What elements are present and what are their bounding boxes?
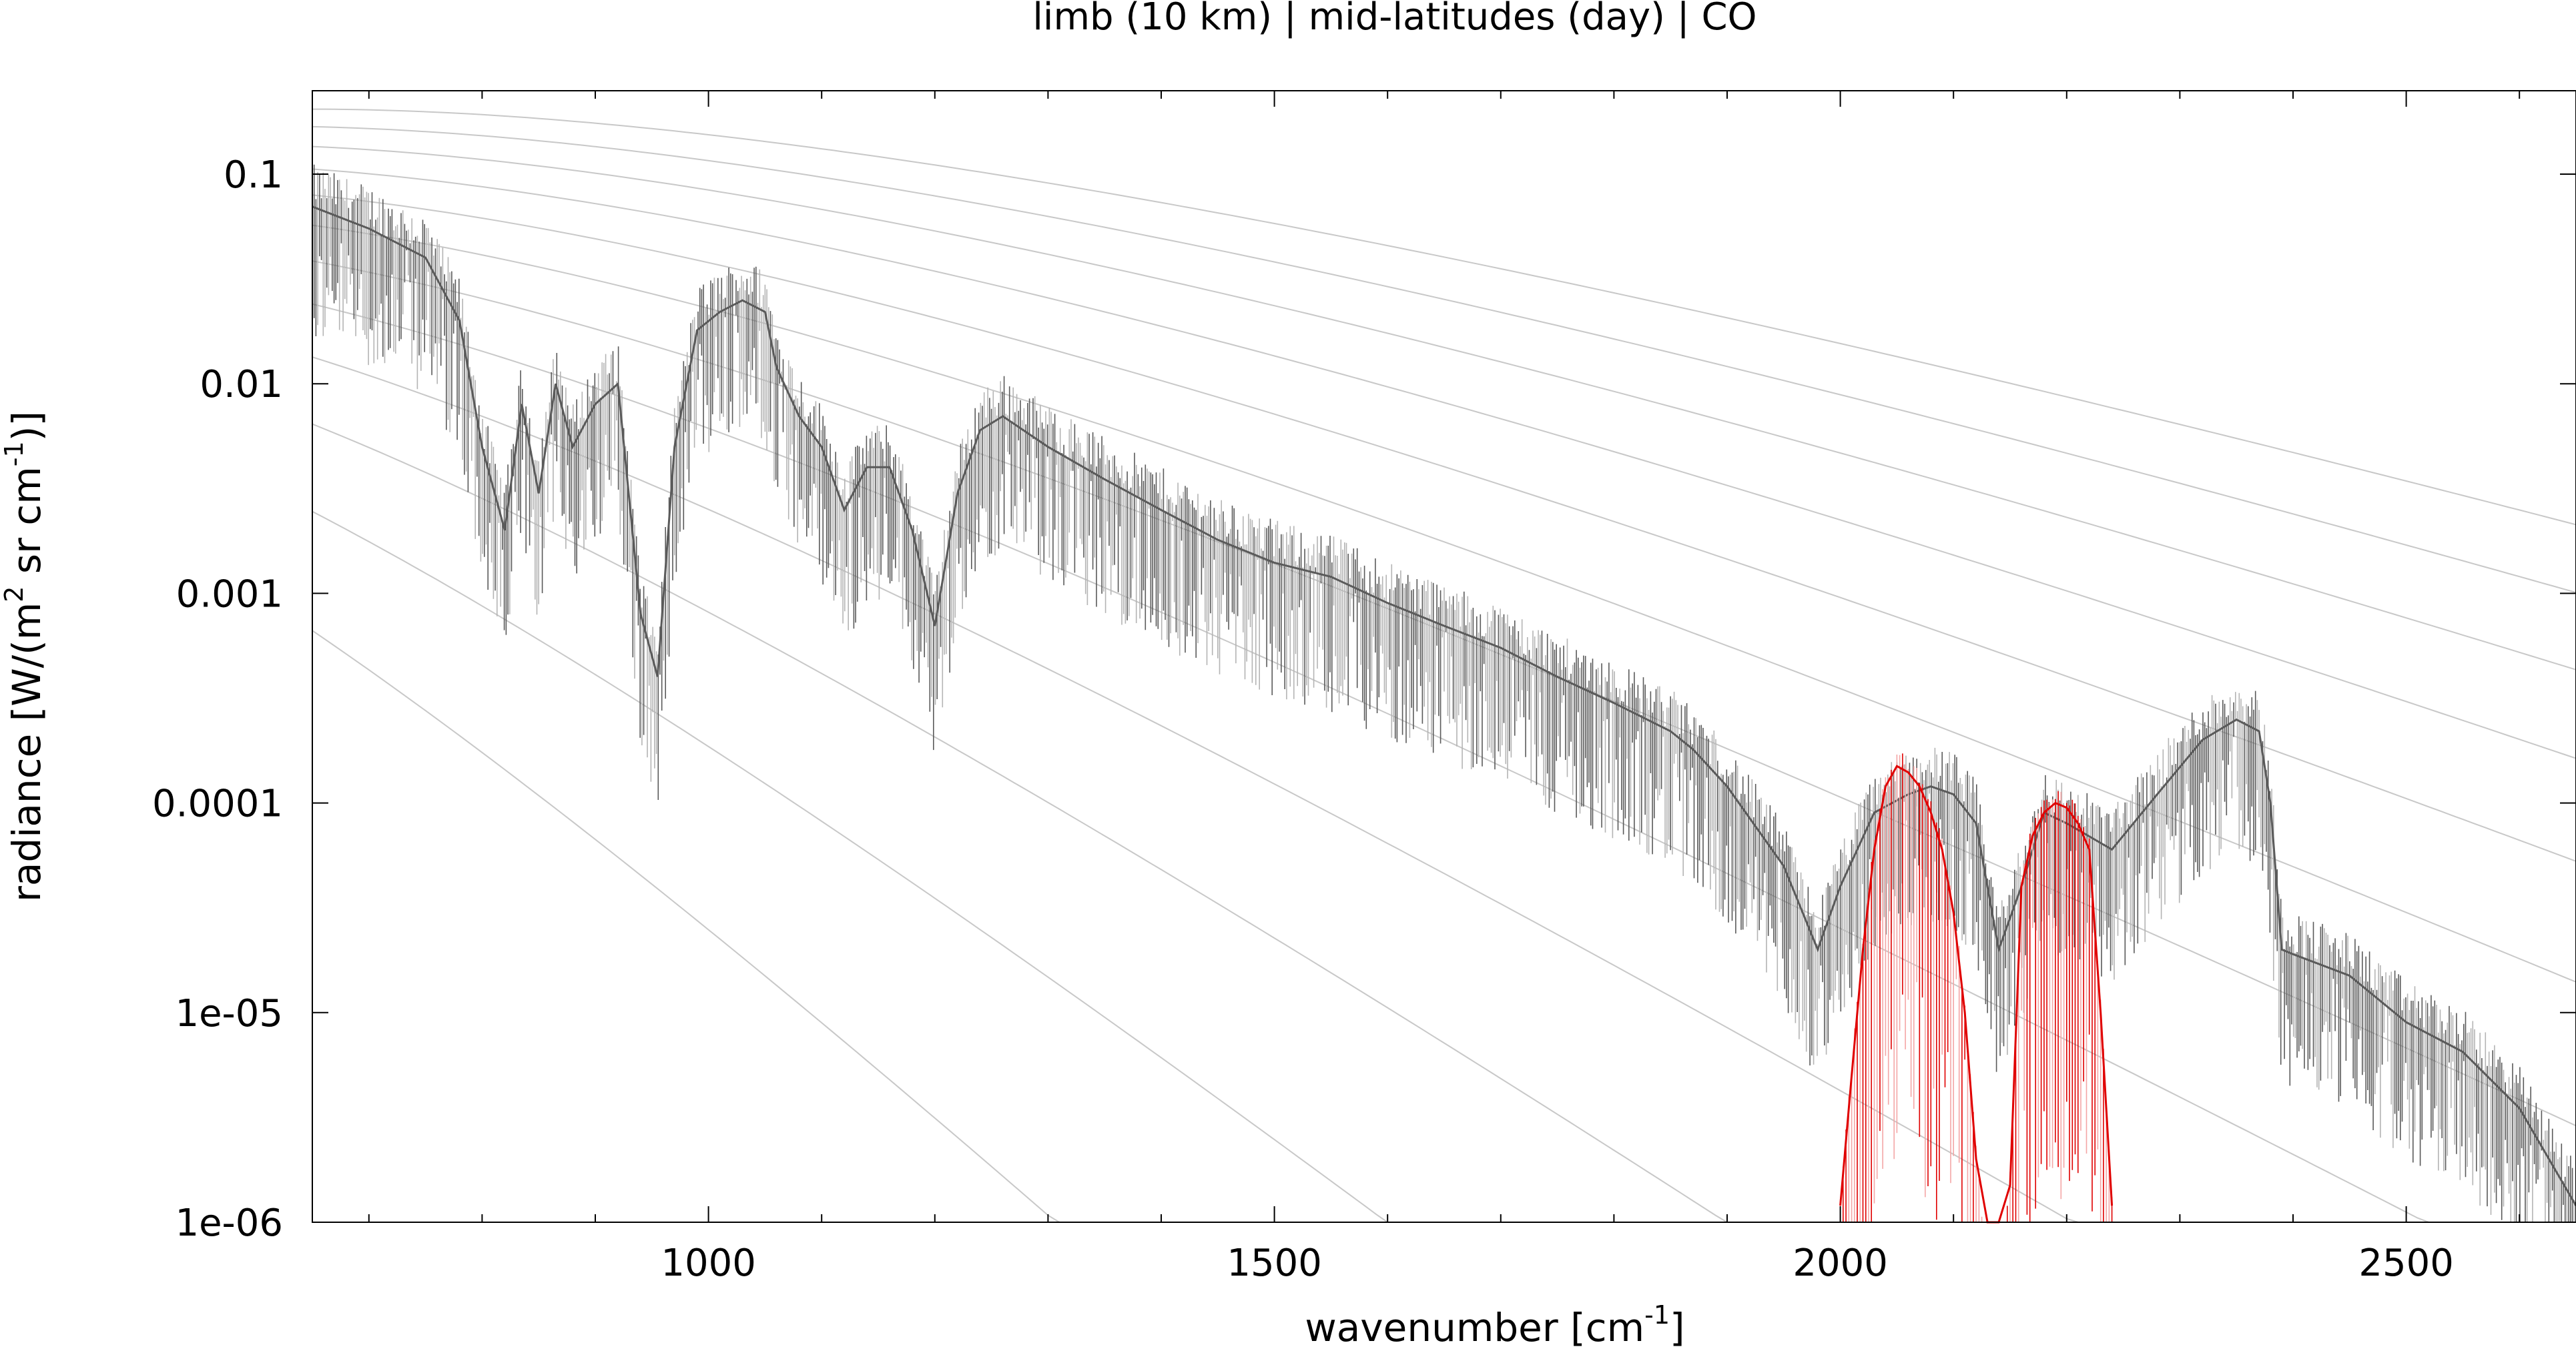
series-total-envelope xyxy=(312,205,2576,1206)
series-total xyxy=(312,164,2576,1222)
y-tick-label-4: 1e-05 xyxy=(175,992,283,1035)
planck-curve-150K xyxy=(312,423,2576,1223)
chart-title: limb (10 km) | mid-latitudes (day) | CO xyxy=(1032,0,1756,39)
series-target xyxy=(1839,753,2114,1224)
series-target-lines xyxy=(1843,753,2113,1222)
x-axis-ticks: 1000 1500 2000 2500 xyxy=(368,91,2521,1285)
x-axis-label-superscript: -1 xyxy=(1644,1300,1670,1330)
planck-curve-190K xyxy=(312,303,2576,1223)
y-tick-label-1: 0.01 xyxy=(200,363,283,406)
x-tick-label-2000: 2000 xyxy=(1793,1242,1888,1285)
y-tick-label-0: 0.1 xyxy=(224,153,283,197)
planck-curve-230K xyxy=(312,224,2576,983)
series-total-lines xyxy=(312,164,2576,1222)
y-tick-label-2: 0.001 xyxy=(176,572,283,616)
x-axis-label: wavenumber [cm-1] xyxy=(1305,1300,1684,1350)
planck-curve-290K xyxy=(312,145,2576,670)
data-series xyxy=(312,164,2576,1224)
series-target-envelope xyxy=(1839,765,2114,1224)
y-axis-label-superscript-2: -1 xyxy=(0,441,29,466)
plot-frame xyxy=(312,90,2576,1223)
y-axis-label-end: )] xyxy=(4,411,49,441)
planck-curve-250K xyxy=(312,194,2576,862)
y-axis-label-main: radiance [W/(m xyxy=(4,602,49,902)
x-tick-label-2500: 2500 xyxy=(2358,1242,2454,1285)
y-tick-label-3: 0.0001 xyxy=(152,783,283,826)
planck-curve-310K xyxy=(312,125,2576,594)
x-axis-label-main: wavenumber [cm xyxy=(1305,1305,1644,1350)
planck-curve-170K xyxy=(312,356,2576,1223)
y-axis-label-superscript-1: 2 xyxy=(0,586,29,602)
y-tick-label-5: 1e-06 xyxy=(175,1202,283,1245)
planck-curve-330K xyxy=(312,108,2576,526)
planck-curve-210K xyxy=(312,260,2576,1127)
planck-curve-270K xyxy=(312,168,2576,759)
y-axis-label: radiance [W/(m2 sr cm-1)] xyxy=(0,411,49,902)
x-tick-label-1000: 1000 xyxy=(661,1242,756,1285)
x-tick-label-1500: 1500 xyxy=(1227,1242,1322,1285)
series-total-lines-light xyxy=(317,171,2575,1222)
x-axis-label-end: ] xyxy=(1670,1305,1685,1350)
y-axis-ticks: 0.1 0.01 0.001 0.0001 1e-05 1e-06 xyxy=(152,153,2576,1245)
y-axis-label-mid: sr cm xyxy=(4,466,49,586)
